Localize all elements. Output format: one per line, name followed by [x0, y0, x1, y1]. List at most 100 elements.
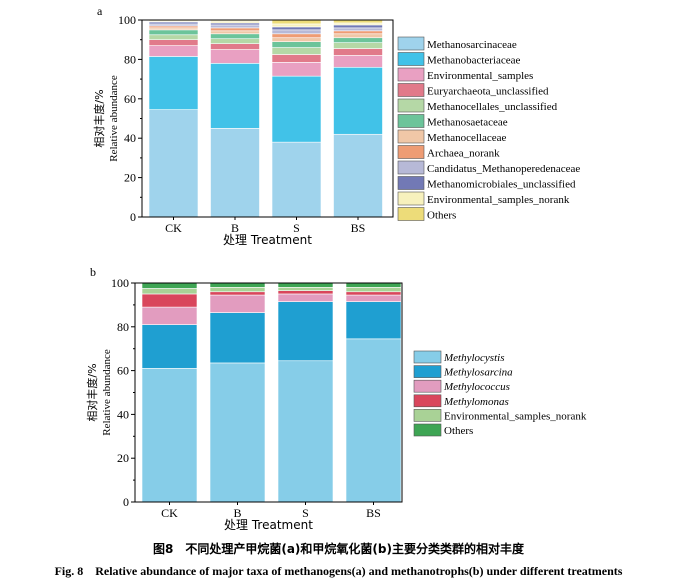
bar-segment: [271, 19, 322, 25]
bar-segment: [271, 26, 322, 31]
legend-label: Environmental_samples_norank: [427, 194, 570, 206]
bar-segment: [271, 54, 322, 63]
bar-segment: [210, 63, 260, 129]
bar-segment: [333, 37, 383, 43]
x-tick-label: CK: [165, 221, 182, 235]
bar-segment: [271, 141, 322, 218]
bar-segment: [209, 287, 266, 293]
bar-segment: [271, 29, 322, 35]
bar-segment: [210, 49, 260, 64]
legend: Methylocystis Methylosarcina Methylococcus…: [413, 350, 587, 437]
bar-segment: [271, 33, 322, 39]
panel-label: a: [97, 4, 103, 18]
bar-segment: [345, 338, 402, 503]
bar-segment: [345, 287, 402, 293]
legend-label: Candidatus_Methanoperedenaceae: [427, 163, 580, 175]
y-tick-label: 20: [124, 171, 136, 185]
x-axis-label: 处理 Treatment: [223, 233, 312, 247]
bar-segment: [271, 62, 322, 77]
y-tick-label: 20: [117, 451, 129, 465]
legend-swatch: [413, 365, 442, 378]
legend-label: Methanosarcinaceae: [427, 39, 517, 51]
legend-label: Methanocellales_unclassified: [427, 101, 558, 113]
y-tick-label: 80: [124, 52, 136, 66]
y-tick-label: 40: [117, 407, 129, 421]
x-tick-label: B: [231, 221, 239, 235]
bar-segment: [277, 301, 334, 362]
bar-segment: [277, 287, 334, 291]
bar-segment: [333, 24, 383, 29]
bar-segment: [271, 37, 322, 42]
legend-label: Euryarchaeota_unclassified: [427, 86, 549, 98]
bar-segment: [210, 33, 260, 40]
bar-segment: [277, 282, 334, 288]
y-axis-label-cn: 相对丰度/%: [92, 89, 106, 147]
legend-label: Environmental_samples: [427, 70, 533, 82]
legend-swatch: [413, 423, 442, 437]
legend-label: Others: [427, 210, 456, 222]
y-tick-label: 0: [130, 210, 136, 224]
y-tick-label: 60: [124, 92, 136, 106]
figure-caption-cn: 图8 不同处理产甲烷菌(a)和甲烷氧化菌(b)主要分类类群的相对丰度: [153, 542, 524, 556]
legend-swatch: [397, 176, 425, 190]
bar-segment: [345, 294, 402, 302]
bar-segment: [141, 282, 198, 289]
legend-label: Methanobacteriaceae: [427, 55, 521, 67]
legend-label: Methanosaetaceae: [427, 117, 508, 129]
bar-segment: [209, 282, 266, 288]
bar-segment: [333, 133, 383, 218]
y-axis-label: 相对丰度/% Relative abundance: [85, 349, 113, 436]
legend-swatch: [397, 67, 425, 82]
bar-segment: [141, 306, 198, 325]
x-tick-label: BS: [366, 506, 381, 520]
legend-swatch: [397, 207, 425, 221]
bar-segment: [277, 290, 334, 295]
y-tick-label: 60: [117, 364, 129, 378]
bar-segment: [271, 47, 322, 55]
bar-segment: [333, 30, 383, 35]
legend-swatch: [413, 409, 442, 422]
x-tick-label: B: [233, 506, 241, 520]
y-axis-label: 相对丰度/% Relative abundance: [92, 75, 120, 162]
legend-label: Methanomicrobiales_unclassified: [427, 179, 576, 191]
legend-label: Environmental_samples_norank: [444, 410, 587, 422]
legend-label: Methylocystis: [443, 352, 504, 364]
bar-segment: [333, 42, 383, 49]
x-tick-label: S: [293, 221, 300, 235]
legend-swatch: [397, 52, 425, 66]
bar-segment: [210, 43, 260, 50]
legend-swatch: [413, 350, 442, 364]
bar-segment: [210, 30, 260, 35]
bar-segment: [333, 66, 383, 135]
bar-segment: [277, 360, 334, 503]
legend-swatch: [397, 98, 425, 113]
bar-segment: [345, 282, 402, 288]
legend-label: Others: [444, 425, 473, 437]
bar-segment: [148, 56, 199, 110]
bar-segment: [333, 48, 383, 56]
bar-segment: [148, 39, 199, 46]
y-axis-label-en: Relative abundance: [108, 75, 120, 162]
bar-segment: [333, 55, 383, 68]
y-axis-label-en: Relative abundance: [101, 349, 113, 436]
bar-segment: [148, 29, 199, 36]
legend: Methanosarcinaceae Methanobacteriaceae Env…: [397, 36, 580, 222]
bar-segment: [277, 293, 334, 302]
bar-segment: [209, 294, 266, 313]
legend-label: Methylosarcina: [443, 367, 513, 379]
bar-segment: [209, 291, 266, 296]
bar-segment: [148, 45, 199, 57]
legend-swatch: [397, 129, 425, 144]
bar-segment: [345, 291, 402, 296]
bar-segment: [210, 128, 260, 218]
bar-segment: [271, 23, 322, 28]
legend-swatch: [397, 145, 425, 159]
bar-segment: [141, 288, 198, 295]
panel-label: b: [90, 265, 96, 279]
y-tick-label: 100: [118, 13, 136, 27]
legend-swatch: [413, 394, 442, 408]
bar-segment: [333, 27, 383, 32]
figure-caption-en: Fig. 8 Relative abundance of major taxa …: [54, 564, 623, 578]
